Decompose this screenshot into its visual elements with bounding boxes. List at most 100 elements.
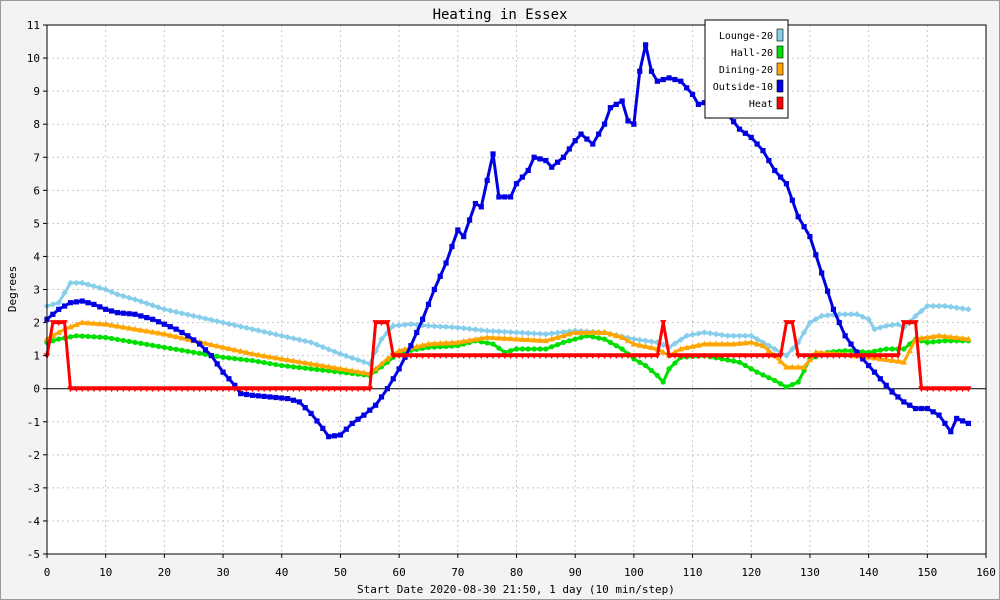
data-point: [155, 343, 162, 349]
data-point: [401, 321, 409, 328]
data-point: [313, 386, 321, 393]
data-point: [731, 119, 737, 125]
data-point: [231, 322, 238, 329]
data-point: [161, 344, 167, 350]
data-point: [232, 356, 238, 362]
data-point: [73, 279, 80, 287]
x-tick-label: 120: [741, 566, 761, 579]
data-point: [543, 346, 549, 352]
data-point: [631, 121, 637, 127]
data-point: [648, 338, 655, 345]
data-point: [795, 379, 801, 385]
data-point: [718, 353, 726, 360]
data-point: [947, 333, 954, 340]
data-point: [800, 363, 808, 370]
data-point: [307, 386, 315, 393]
data-point: [472, 326, 479, 333]
data-point: [824, 353, 831, 360]
data-point: [325, 346, 332, 353]
data-point: [425, 340, 432, 347]
data-point: [583, 329, 591, 335]
data-point: [894, 358, 902, 364]
data-point: [337, 350, 344, 358]
legend-swatch: [776, 96, 784, 110]
data-point: [178, 310, 186, 317]
data-point: [748, 366, 754, 372]
x-tick-label: 10: [99, 566, 112, 579]
data-point: [337, 365, 344, 372]
data-point: [483, 334, 491, 340]
data-point: [706, 330, 714, 337]
data-point: [243, 391, 250, 398]
data-point: [859, 313, 866, 320]
data-point: [172, 386, 180, 393]
data-point: [143, 386, 150, 393]
data-point: [407, 353, 415, 360]
data-point: [279, 362, 285, 369]
data-point: [185, 348, 191, 354]
data-point: [167, 324, 173, 330]
y-tick-label: 9: [33, 85, 40, 98]
data-point: [772, 377, 778, 384]
data-point: [836, 319, 842, 326]
data-point: [208, 316, 215, 324]
data-point: [472, 353, 479, 360]
data-point: [760, 148, 766, 154]
data-point: [108, 308, 115, 314]
data-point: [225, 386, 233, 393]
data-point: [313, 361, 321, 368]
data-point: [325, 386, 332, 393]
data-point: [912, 312, 919, 320]
data-point: [660, 341, 667, 349]
data-point: [624, 337, 632, 344]
data-point: [56, 306, 62, 312]
data-point: [883, 346, 889, 352]
data-point: [519, 346, 525, 352]
data-point: [706, 353, 714, 360]
data-point: [272, 354, 280, 361]
data-point: [754, 141, 760, 147]
data-point: [736, 340, 743, 346]
data-point: [853, 353, 861, 360]
data-point: [795, 214, 801, 220]
data-point: [748, 134, 754, 141]
data-point: [665, 353, 673, 360]
data-point: [50, 338, 56, 344]
data-point: [759, 353, 767, 360]
data-point: [449, 243, 455, 250]
data-point: [384, 320, 391, 326]
data-point: [777, 353, 784, 360]
data-point: [290, 364, 297, 370]
data-point: [437, 339, 444, 346]
data-point: [360, 386, 368, 393]
data-point: [959, 305, 966, 312]
data-point: [549, 164, 555, 170]
data-point: [689, 91, 696, 98]
data-point: [748, 332, 755, 339]
data-point: [472, 336, 479, 342]
data-point: [730, 332, 737, 339]
data-point: [613, 101, 619, 107]
data-point: [912, 320, 919, 326]
data-point: [296, 364, 302, 371]
data-point: [718, 331, 726, 339]
data-point: [149, 302, 156, 309]
data-point: [848, 348, 854, 354]
data-point: [455, 227, 461, 233]
data-point: [266, 353, 274, 360]
data-point: [67, 279, 74, 287]
data-point: [413, 343, 420, 350]
data-point: [924, 386, 931, 393]
data-point: [331, 433, 338, 439]
data-point: [232, 382, 238, 388]
data-point: [390, 322, 397, 330]
data-point: [349, 420, 355, 427]
data-point: [684, 85, 690, 91]
data-point: [836, 353, 843, 360]
data-point: [906, 347, 913, 354]
data-point: [302, 405, 308, 411]
data-point: [79, 319, 86, 325]
y-tick-label: -5: [27, 548, 40, 561]
x-tick-label: 20: [158, 566, 171, 579]
data-point: [425, 322, 432, 330]
